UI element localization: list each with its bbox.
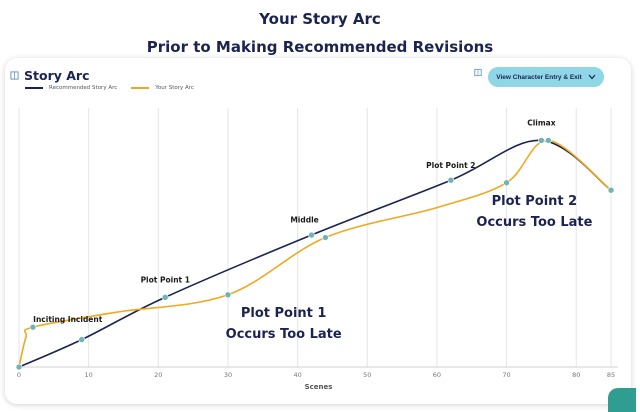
x-tick-label: 50 <box>363 371 371 379</box>
book-icon <box>474 68 482 77</box>
your-arc-marker <box>545 137 552 144</box>
recommended-arc-marker <box>308 231 315 239</box>
recommended-arc-marker <box>538 137 545 144</box>
x-tick-label: 70 <box>502 371 510 379</box>
book-icon <box>10 71 19 80</box>
legend-label-recommended: Recommended Story Arc <box>49 85 118 91</box>
x-tick-label: 30 <box>224 371 232 379</box>
callout-text: Plot Point 1 Occurs Too Late <box>226 306 342 342</box>
recommended-arc-marker <box>161 293 169 301</box>
card-header: Story Arc <box>10 68 89 83</box>
story-arc-card <box>5 58 631 404</box>
annotation-label: Inciting Incident <box>33 315 103 324</box>
callout-line2: Occurs Too Late <box>226 327 342 342</box>
chart-legend: Recommended Story Arc Your Story Arc <box>25 85 194 91</box>
x-tick-label: 10 <box>85 371 93 379</box>
x-tick-label: 85 <box>607 371 615 379</box>
callout-line1: Plot Point 1 <box>241 306 327 321</box>
your-arc-marker <box>224 291 232 299</box>
card-title: Story Arc <box>24 68 90 83</box>
legend-swatch-yours <box>131 86 150 90</box>
recommended-arc-marker <box>447 176 455 184</box>
callout-text: Plot Point 2 Occurs Too Late <box>476 194 592 230</box>
your-arc-marker <box>322 234 329 241</box>
callout-line2: Occurs Too Late <box>476 215 592 230</box>
view-character-entry-exit-button[interactable]: View Character Entry & Exit <box>488 67 604 87</box>
legend-item-yours[interactable]: Your Story Arc <box>131 85 194 91</box>
annotation-label: Climax <box>527 118 556 127</box>
x-tick-label: 0 <box>17 371 21 379</box>
your-arc-line <box>18 139 612 368</box>
legend-item-recommended[interactable]: Recommended Story Arc <box>25 85 117 91</box>
your-arc-marker <box>29 323 37 331</box>
annotation-label: Plot Point 2 <box>426 161 475 170</box>
chat-widget-button[interactable] <box>608 388 636 412</box>
legend-swatch-recommended <box>25 86 43 90</box>
legend-label-yours: Your Story Arc <box>155 85 194 91</box>
page-title: Your Story Arc <box>259 10 381 28</box>
annotation-label: Middle <box>290 216 318 225</box>
your-arc-marker <box>607 186 615 194</box>
x-tick-label: 40 <box>293 371 301 379</box>
x-tick-label: 80 <box>572 371 580 379</box>
recommended-arc-marker <box>78 336 85 343</box>
your-arc-marker <box>503 179 510 187</box>
chevron-down-icon <box>588 74 596 80</box>
annotation-label: Plot Point 1 <box>141 275 190 284</box>
x-tick-label: 60 <box>433 371 441 379</box>
callout-line1: Plot Point 2 <box>492 194 578 209</box>
page-subtitle: Prior to Making Recommended Revisions <box>146 38 494 56</box>
your-arc-marker <box>15 363 23 371</box>
x-axis-label: Scenes <box>305 383 333 391</box>
x-tick-label: 20 <box>154 371 162 379</box>
entry-button-label: View Character Entry & Exit <box>496 73 582 81</box>
